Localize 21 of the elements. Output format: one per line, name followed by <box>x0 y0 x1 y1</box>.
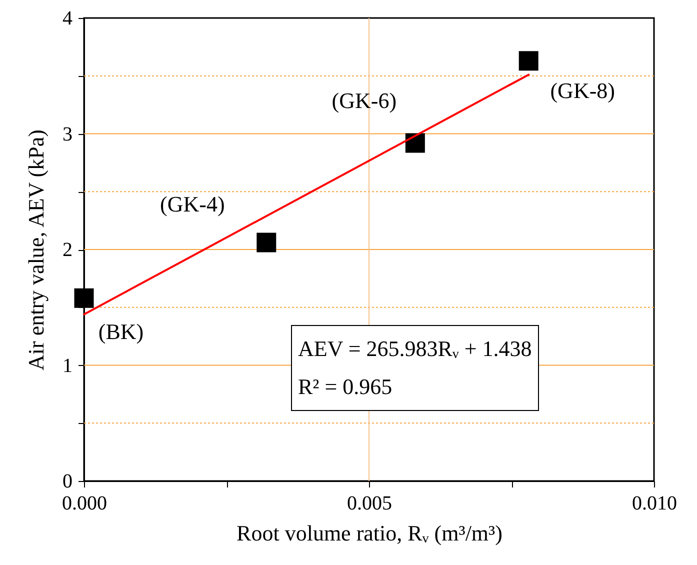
annotation: R² = 0.965 <box>298 373 394 401</box>
annotation: (GK-6) <box>332 88 397 114</box>
y-axis-title: Air entry value, AEV (kPa) <box>24 130 48 370</box>
x-tick-label: 0.010 <box>632 492 677 514</box>
y-tick-label: 3 <box>62 123 72 146</box>
y-tick-label: 4 <box>62 8 72 30</box>
annotation: (BK) <box>98 319 144 344</box>
y-tick-label: 1 <box>62 354 72 377</box>
annotation: (GK-8) <box>550 78 615 103</box>
x-tick-label: 0.005 <box>347 492 392 514</box>
point <box>74 288 94 308</box>
text-box: AEV = 265.983Rᵥ + 1.438 R² = 0.965 <box>291 325 539 411</box>
point <box>518 51 538 71</box>
x-tick-label: 0.000 <box>62 492 107 514</box>
x-axis-title: Root volume ratio, Rᵥ (m³/m³) <box>236 520 502 546</box>
annotation: (GK-4) <box>160 192 225 217</box>
point <box>256 232 276 252</box>
y-tick-label: 2 <box>62 239 72 261</box>
point <box>405 133 425 153</box>
annotation: AEV = 265.983Rᵥ + 1.438 <box>298 335 532 363</box>
y-tick-label: 0 <box>62 470 72 492</box>
